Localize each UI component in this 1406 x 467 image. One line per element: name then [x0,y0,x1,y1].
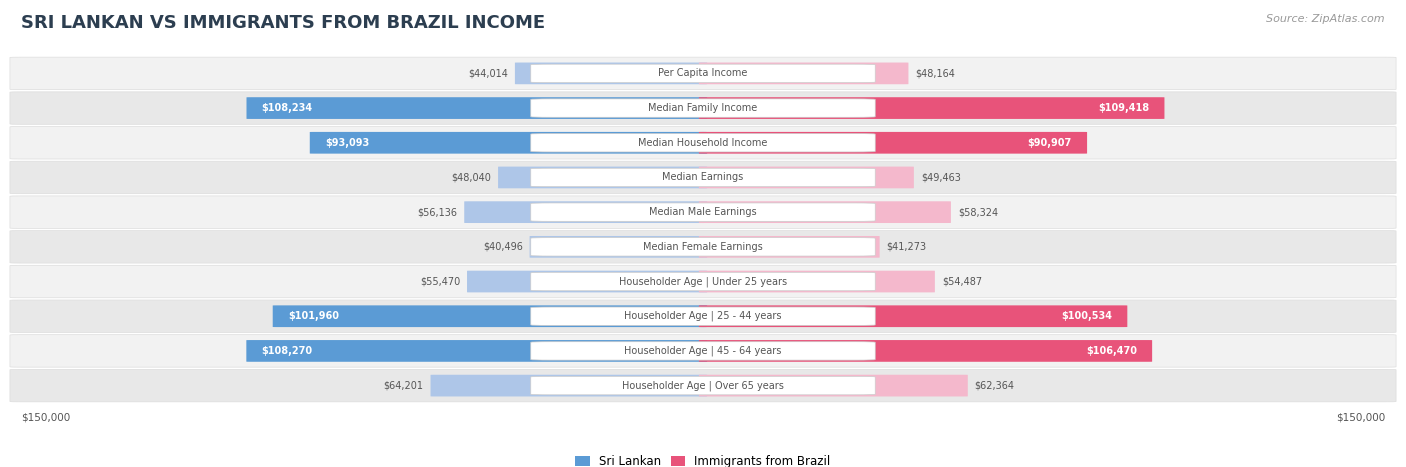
Text: Median Earnings: Median Earnings [662,172,744,183]
Text: $90,907: $90,907 [1028,138,1071,148]
FancyBboxPatch shape [515,63,707,84]
Text: $62,364: $62,364 [974,381,1015,390]
FancyBboxPatch shape [530,236,707,258]
FancyBboxPatch shape [246,340,707,362]
FancyBboxPatch shape [699,167,914,188]
FancyBboxPatch shape [699,63,908,84]
FancyBboxPatch shape [699,132,1087,154]
Text: $109,418: $109,418 [1098,103,1149,113]
FancyBboxPatch shape [10,196,1396,228]
FancyBboxPatch shape [10,127,1396,159]
Text: $55,470: $55,470 [420,276,460,287]
Text: $48,040: $48,040 [451,172,491,183]
Text: $48,164: $48,164 [915,68,955,78]
Text: Median Family Income: Median Family Income [648,103,758,113]
FancyBboxPatch shape [531,376,875,395]
Text: Median Male Earnings: Median Male Earnings [650,207,756,217]
Legend: Sri Lankan, Immigrants from Brazil: Sri Lankan, Immigrants from Brazil [571,450,835,467]
FancyBboxPatch shape [430,375,707,396]
FancyBboxPatch shape [699,236,880,258]
FancyBboxPatch shape [699,271,935,292]
Text: $108,234: $108,234 [262,103,312,113]
Text: $150,000: $150,000 [21,412,70,423]
FancyBboxPatch shape [10,335,1396,367]
FancyBboxPatch shape [699,201,950,223]
FancyBboxPatch shape [10,231,1396,263]
Text: $56,136: $56,136 [418,207,457,217]
Text: $54,487: $54,487 [942,276,981,287]
FancyBboxPatch shape [699,340,1152,362]
FancyBboxPatch shape [699,97,1164,119]
Text: Householder Age | 45 - 64 years: Householder Age | 45 - 64 years [624,346,782,356]
FancyBboxPatch shape [273,305,707,327]
FancyBboxPatch shape [531,64,875,83]
Text: $101,960: $101,960 [288,311,339,321]
FancyBboxPatch shape [531,134,875,152]
Text: $150,000: $150,000 [1336,412,1385,423]
Text: $44,014: $44,014 [468,68,508,78]
Text: $108,270: $108,270 [262,346,312,356]
FancyBboxPatch shape [10,161,1396,194]
Text: SRI LANKAN VS IMMIGRANTS FROM BRAZIL INCOME: SRI LANKAN VS IMMIGRANTS FROM BRAZIL INC… [21,14,546,32]
Text: Median Female Earnings: Median Female Earnings [643,242,763,252]
FancyBboxPatch shape [531,238,875,256]
FancyBboxPatch shape [531,272,875,291]
Text: $93,093: $93,093 [325,138,370,148]
FancyBboxPatch shape [498,167,707,188]
Text: $58,324: $58,324 [957,207,998,217]
Text: Householder Age | 25 - 44 years: Householder Age | 25 - 44 years [624,311,782,321]
FancyBboxPatch shape [531,307,875,325]
FancyBboxPatch shape [531,99,875,117]
FancyBboxPatch shape [531,168,875,187]
FancyBboxPatch shape [467,271,707,292]
Text: $106,470: $106,470 [1085,346,1137,356]
Text: Per Capita Income: Per Capita Income [658,68,748,78]
FancyBboxPatch shape [10,92,1396,124]
Text: $49,463: $49,463 [921,172,960,183]
Text: Householder Age | Under 25 years: Householder Age | Under 25 years [619,276,787,287]
FancyBboxPatch shape [531,203,875,221]
Text: $40,496: $40,496 [482,242,523,252]
FancyBboxPatch shape [10,369,1396,402]
FancyBboxPatch shape [10,57,1396,90]
FancyBboxPatch shape [464,201,707,223]
Text: Source: ZipAtlas.com: Source: ZipAtlas.com [1267,14,1385,24]
Text: $64,201: $64,201 [384,381,423,390]
FancyBboxPatch shape [10,300,1396,333]
Text: $100,534: $100,534 [1062,311,1112,321]
FancyBboxPatch shape [531,342,875,360]
Text: $41,273: $41,273 [887,242,927,252]
Text: Householder Age | Over 65 years: Householder Age | Over 65 years [621,380,785,391]
FancyBboxPatch shape [309,132,707,154]
Text: Median Household Income: Median Household Income [638,138,768,148]
FancyBboxPatch shape [10,265,1396,298]
FancyBboxPatch shape [699,305,1128,327]
FancyBboxPatch shape [699,375,967,396]
FancyBboxPatch shape [246,97,707,119]
